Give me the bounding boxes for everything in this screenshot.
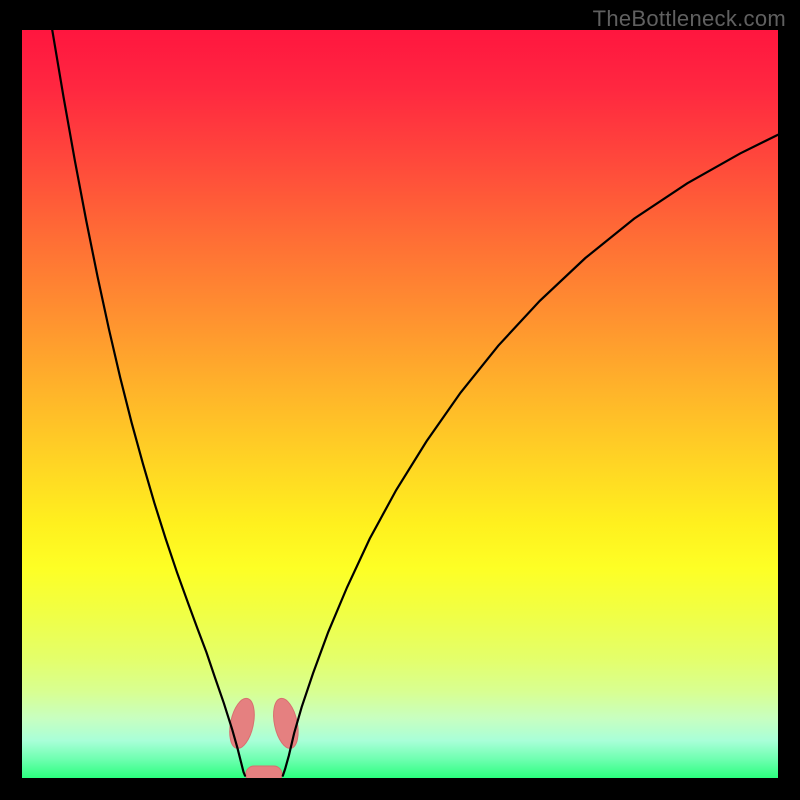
bottleneck-chart	[22, 30, 778, 778]
gradient-background	[22, 30, 778, 778]
watermark-text: TheBottleneck.com	[593, 6, 786, 32]
chart-container: TheBottleneck.com	[0, 0, 800, 800]
